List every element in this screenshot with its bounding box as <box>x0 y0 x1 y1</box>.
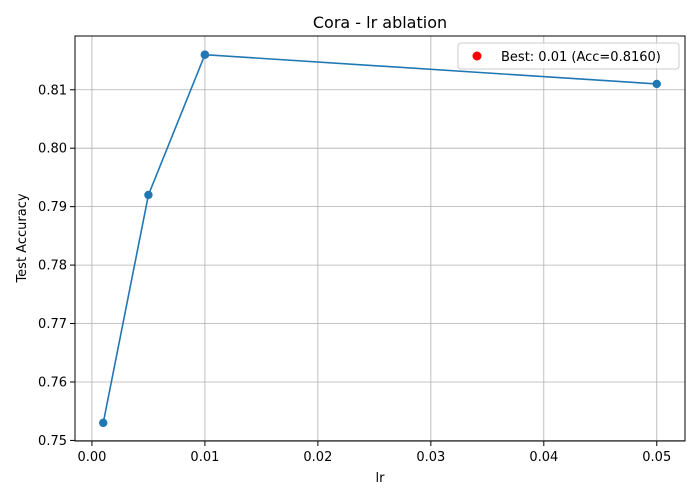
x-tick-label: 0.04 <box>529 450 558 465</box>
legend-box <box>457 42 680 70</box>
y-tick-label: 0.81 <box>38 83 67 98</box>
legend-marker <box>472 51 482 61</box>
x-tick-label: 0.01 <box>190 450 219 465</box>
y-tick-label: 0.79 <box>38 200 67 215</box>
grid <box>75 36 685 441</box>
x-tick-label: 0.02 <box>303 450 332 465</box>
data-point <box>144 190 153 200</box>
x-tick-label: 0.00 <box>77 450 106 465</box>
x-axis: 0.00 0.01 0.02 0.03 0.04 0.05 <box>77 441 671 465</box>
y-tick-label: 0.80 <box>38 142 67 157</box>
legend: Best: 0.01 (Acc=0.8160) <box>457 42 680 70</box>
series-line <box>102 53 657 424</box>
best-point <box>200 50 210 59</box>
y-axis: 0.75 0.76 0.77 0.78 0.79 0.80 0.81 <box>38 83 75 449</box>
chart-title: Cora - lr ablation <box>313 13 447 32</box>
y-axis-label: Test Accuracy <box>15 193 30 283</box>
data-point <box>99 418 108 428</box>
legend-label: Best: 0.01 (Acc=0.8160) <box>501 50 661 65</box>
y-tick-label: 0.75 <box>38 434 67 449</box>
plot-frame <box>74 35 686 442</box>
y-tick-label: 0.77 <box>38 317 67 332</box>
x-axis-label: lr <box>376 471 386 486</box>
data-point <box>652 79 661 89</box>
x-tick-label: 0.05 <box>642 450 671 465</box>
x-tick-label: 0.03 <box>416 450 445 465</box>
y-tick-label: 0.78 <box>38 259 67 274</box>
series-layer <box>99 50 661 428</box>
y-tick-label: 0.76 <box>38 375 67 390</box>
